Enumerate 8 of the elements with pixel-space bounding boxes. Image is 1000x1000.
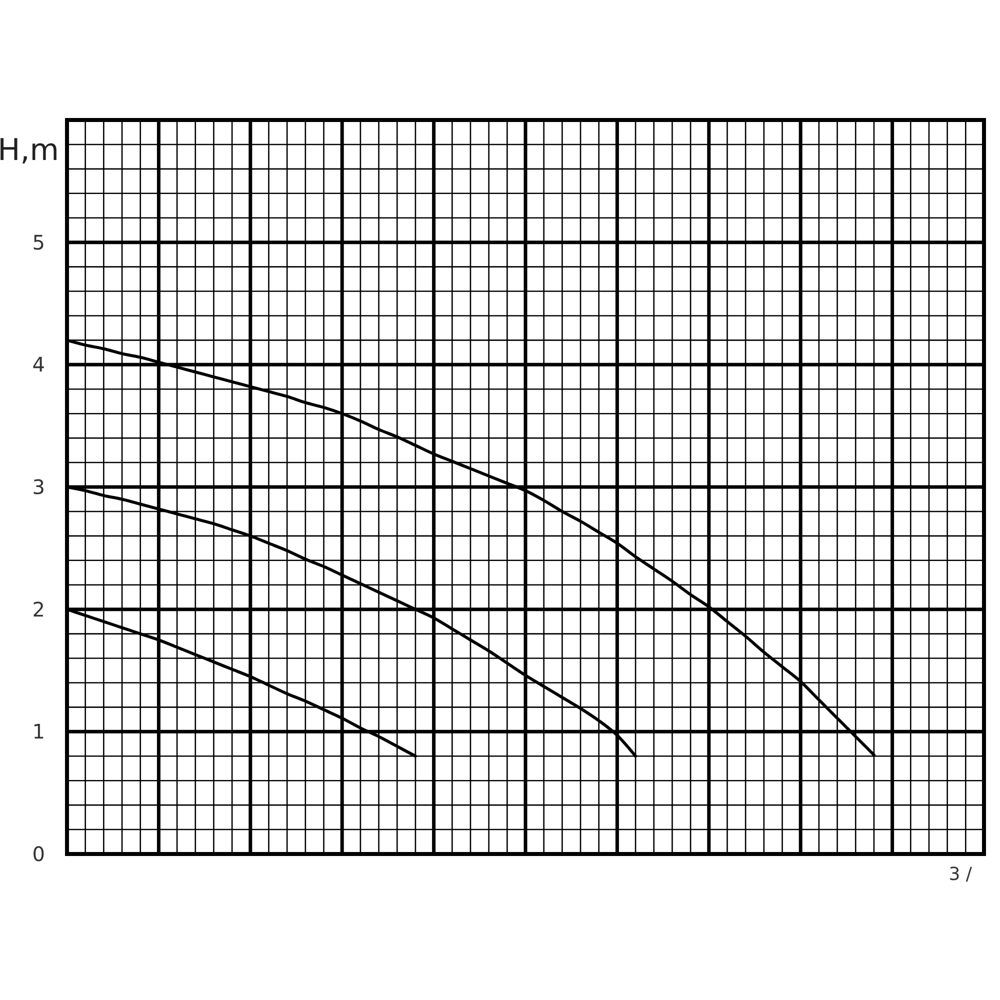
y-axis-title: H,m (0, 133, 59, 168)
y-tick-label: 1 (32, 720, 45, 744)
y-tick-label: 2 (32, 597, 45, 622)
y-tick-label: 3 (32, 475, 45, 499)
y-tick-label: 5 (32, 230, 45, 254)
x-axis-title: 3 / (948, 864, 973, 885)
y-tick-label: 4 (32, 352, 45, 377)
y-tick-label: 0 (32, 842, 45, 866)
